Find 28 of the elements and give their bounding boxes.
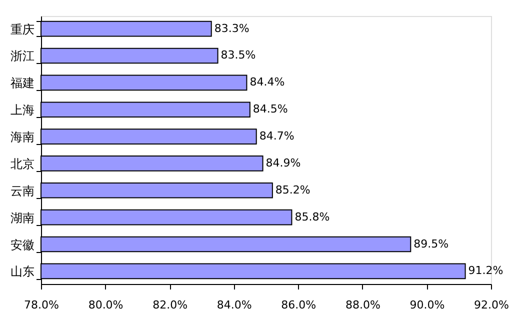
- y-tick-label: 福建: [10, 76, 34, 90]
- data-label: 85.8%: [294, 210, 330, 224]
- data-label: 91.2%: [468, 264, 504, 278]
- data-label: 89.5%: [414, 237, 449, 250]
- y-tick-label: 北京: [10, 156, 34, 171]
- y-tick-label: 山东: [10, 264, 34, 279]
- data-label: 84.7%: [259, 130, 294, 143]
- y-tick-label: 安徽: [10, 238, 34, 252]
- y-tick-label: 云南: [10, 184, 34, 198]
- y-tick-label: 重庆: [10, 22, 34, 36]
- x-tick-label: 90.0%: [410, 298, 445, 312]
- data-label: 84.5%: [252, 102, 288, 116]
- data-label: 83.5%: [220, 48, 256, 62]
- y-tick-label: 海南: [10, 130, 34, 144]
- y-tick-label: 浙江: [10, 49, 34, 64]
- x-tick-label: 78.0%: [24, 298, 59, 312]
- data-label: 84.4%: [250, 76, 285, 89]
- y-tick-label: 上海: [10, 103, 34, 118]
- x-tick-label: 88.0%: [345, 298, 380, 312]
- x-tick-label: 92.0%: [474, 298, 509, 312]
- x-tick-label: 80.0%: [88, 298, 124, 312]
- data-label: 85.2%: [275, 183, 310, 196]
- data-label: 83.3%: [214, 22, 250, 35]
- x-tick-label: 82.0%: [152, 298, 188, 312]
- x-tick-label: 86.0%: [281, 298, 316, 312]
- x-tick-label: 84.0%: [216, 298, 252, 312]
- y-tick-label: 湖南: [10, 210, 34, 225]
- data-label: 84.9%: [266, 156, 301, 170]
